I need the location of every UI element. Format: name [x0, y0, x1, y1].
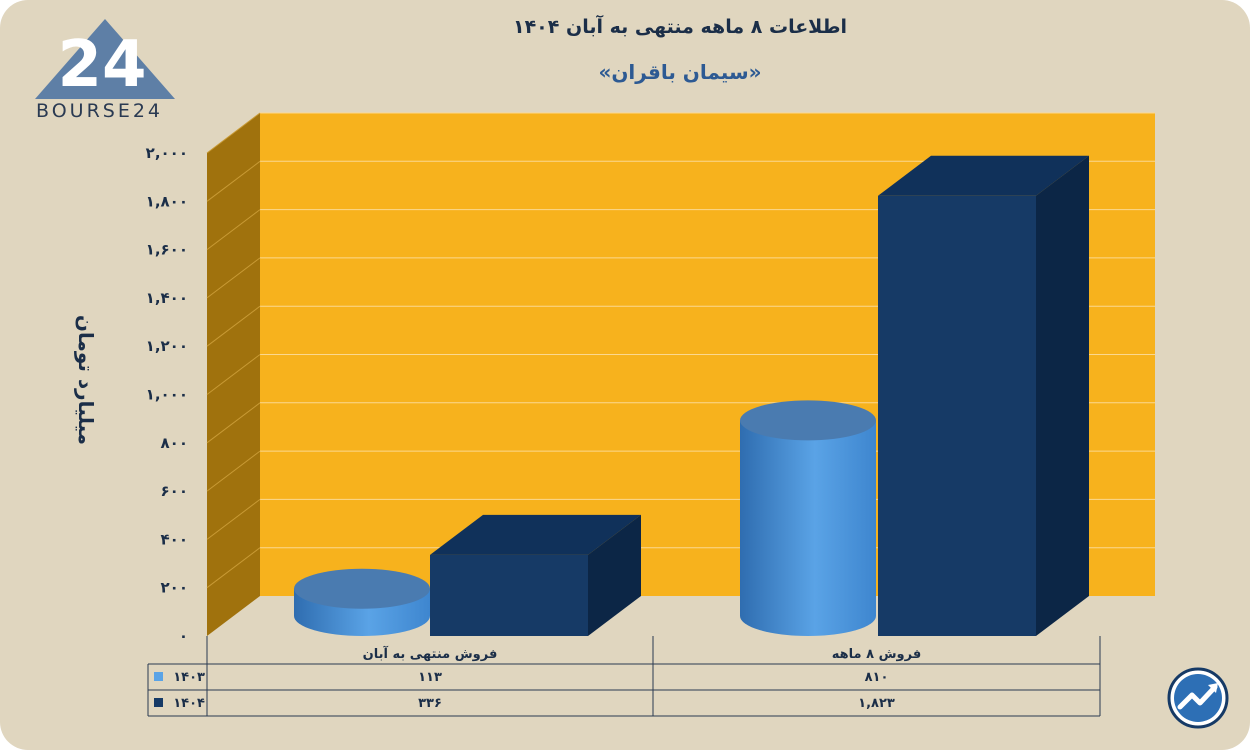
trend-arrow-icon[interactable] — [1167, 667, 1229, 729]
y-ticks: ۰ ۲۰۰ ۴۰۰ ۶۰۰ ۸۰۰ ۱,۰۰۰ ۱,۲۰۰ ۱,۴۰۰ ۱,۶۰۰ ۱,۸۰۰ ۲,… — [146, 144, 188, 645]
y-tick-label: ۴۰۰ — [161, 530, 188, 548]
gridline-side — [206, 160, 261, 202]
legend-swatch — [154, 698, 163, 707]
gridline-side — [206, 354, 261, 395]
bourse24-logo-icon: 24 — [35, 19, 175, 102]
value-label: ۱,۸۲۳ — [858, 696, 895, 711]
y-tick-label: ۰ — [179, 627, 188, 645]
gridline-side — [206, 402, 261, 444]
bar-1404-front — [430, 554, 588, 636]
bar-1403-top — [294, 568, 430, 609]
page-title: اطلاعات ۸ ماهه منتهی به آبان ۱۴۰۴ — [512, 16, 848, 38]
bar-1404-side — [588, 514, 641, 636]
gridline-side — [206, 450, 261, 492]
page-subtitle: «سیمان باقران» — [598, 60, 762, 84]
y-tick-label: ۱,۴۰۰ — [146, 289, 188, 307]
bar-1404-top — [878, 155, 1089, 196]
data-table: فروش منتهی به آبان فروش ۸ ماهه ۱۴۰۳ ۱۱۳ ۸۱۰ ۱… — [147, 636, 1101, 717]
category-label: فروش ۸ ماهه — [832, 647, 921, 662]
y-tick-label: ۸۰۰ — [161, 434, 188, 452]
logo-text: BOURSE24 — [36, 100, 164, 122]
y-tick-label: ۲۰۰ — [161, 579, 188, 597]
category-label: فروش منتهی به آبان — [363, 645, 498, 662]
gridline-side — [206, 112, 261, 154]
legend-swatch — [154, 672, 163, 681]
value-label: ۳۳۶ — [418, 696, 442, 711]
gridline-side — [206, 305, 261, 347]
y-tick-label: ۱,۶۰۰ — [146, 241, 188, 259]
logo-mark: 24 — [57, 28, 146, 102]
gridline-side — [206, 257, 261, 299]
y-tick-label: ۲,۰۰۰ — [146, 144, 188, 162]
gridline-side — [206, 499, 261, 540]
bar-1403-top — [740, 400, 876, 441]
gridline-side — [206, 547, 261, 589]
bars — [294, 155, 1089, 637]
y-tick-label: ۱,۸۰۰ — [146, 192, 188, 210]
bar-1403-body — [740, 420, 876, 636]
gridline-side — [206, 209, 261, 250]
legend-series-name: ۱۴۰۴ — [173, 696, 205, 711]
bar-1404-front — [878, 195, 1036, 637]
value-label: ۱۱۳ — [418, 670, 442, 685]
legend-series-name: ۱۴۰۳ — [173, 670, 205, 685]
value-label: ۸۱۰ — [865, 670, 889, 685]
bar-1404-top — [430, 514, 641, 555]
y-tick-label: ۶۰۰ — [161, 482, 188, 500]
bar-1404-side — [1036, 155, 1089, 637]
y-tick-label: ۱,۲۰۰ — [146, 337, 188, 355]
y-tick-label: ۱,۰۰۰ — [146, 386, 188, 404]
